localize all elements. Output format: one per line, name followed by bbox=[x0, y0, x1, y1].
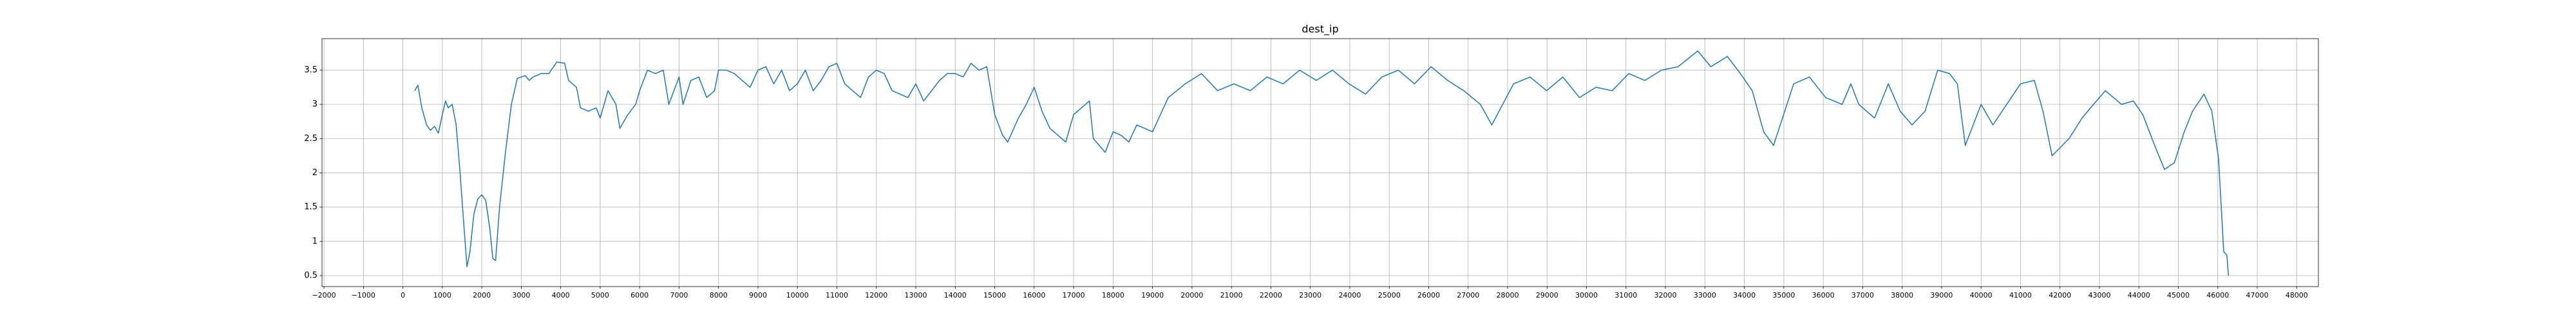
x-tick-label: 0 bbox=[401, 291, 405, 299]
x-tick-label: 41000 bbox=[2009, 291, 2032, 299]
x-tick-label: 47000 bbox=[2246, 291, 2269, 299]
x-tick-label: 15000 bbox=[983, 291, 1006, 299]
x-tick-label: 10000 bbox=[786, 291, 809, 299]
x-tick-label: 25000 bbox=[1378, 291, 1401, 299]
x-tick-label: 6000 bbox=[630, 291, 649, 299]
x-tick-label: 9000 bbox=[749, 291, 767, 299]
x-tick-label: 29000 bbox=[1536, 291, 1558, 299]
x-tick-label: 31000 bbox=[1615, 291, 1637, 299]
x-tick-label: 34000 bbox=[1733, 291, 1756, 299]
x-tick-label: 19000 bbox=[1141, 291, 1164, 299]
x-tick-label: 35000 bbox=[1772, 291, 1795, 299]
y-tick-label: 2 bbox=[312, 168, 317, 178]
y-tick-label: 1 bbox=[312, 236, 317, 246]
x-tick-label: 48000 bbox=[2286, 291, 2308, 299]
x-tick-label: 12000 bbox=[865, 291, 887, 299]
x-tick-label: 26000 bbox=[1417, 291, 1440, 299]
x-tick-label: 38000 bbox=[1891, 291, 1913, 299]
x-tick-label: 33000 bbox=[1694, 291, 1716, 299]
y-tick-label: 1.5 bbox=[304, 202, 317, 212]
y-tick-label: 3.5 bbox=[304, 65, 317, 75]
x-tick-label: −2000 bbox=[312, 291, 336, 299]
x-tick-label: 42000 bbox=[2049, 291, 2071, 299]
chart-title: dest_ip bbox=[1302, 23, 1338, 36]
x-tick-label: 8000 bbox=[710, 291, 728, 299]
x-tick-label: 39000 bbox=[1930, 291, 1953, 299]
x-tick-label: −1000 bbox=[352, 291, 375, 299]
x-tick-label: 40000 bbox=[1970, 291, 1993, 299]
x-tick-label: 46000 bbox=[2206, 291, 2229, 299]
x-tick-label: 18000 bbox=[1102, 291, 1124, 299]
x-tick-label: 45000 bbox=[2167, 291, 2190, 299]
y-tick-label: 0.5 bbox=[304, 270, 317, 280]
x-tick-label: 43000 bbox=[2088, 291, 2110, 299]
x-tick-label: 28000 bbox=[1497, 291, 1519, 299]
x-tick-label: 24000 bbox=[1338, 291, 1361, 299]
x-tick-label: 11000 bbox=[826, 291, 848, 299]
line-series bbox=[414, 50, 2230, 276]
x-tick-label: 20000 bbox=[1180, 291, 1203, 299]
x-tick-label: 44000 bbox=[2128, 291, 2150, 299]
x-tick-label: 22000 bbox=[1260, 291, 1282, 299]
x-tick-label: 3000 bbox=[512, 291, 530, 299]
x-tick-label: 5000 bbox=[591, 291, 609, 299]
x-tick-label: 27000 bbox=[1457, 291, 1479, 299]
x-tick-label: 7000 bbox=[670, 291, 688, 299]
x-tick-label: 21000 bbox=[1220, 291, 1243, 299]
x-tick-label: 32000 bbox=[1654, 291, 1677, 299]
x-tick-label: 2000 bbox=[473, 291, 491, 299]
y-tick-label: 2.5 bbox=[304, 134, 317, 144]
x-tick-label: 16000 bbox=[1023, 291, 1045, 299]
x-tick-label: 30000 bbox=[1575, 291, 1598, 299]
x-tick-label: 1000 bbox=[433, 291, 451, 299]
y-tick-label: 3 bbox=[312, 100, 317, 109]
x-tick-label: 14000 bbox=[944, 291, 967, 299]
x-tick-label: 37000 bbox=[1852, 291, 1874, 299]
axes-frame bbox=[321, 38, 2319, 287]
x-tick-label: 17000 bbox=[1063, 291, 1085, 299]
x-tick-label: 4000 bbox=[552, 291, 570, 299]
x-tick-label: 23000 bbox=[1299, 291, 1321, 299]
x-tick-label: 13000 bbox=[905, 291, 927, 299]
x-tick-label: 36000 bbox=[1812, 291, 1835, 299]
